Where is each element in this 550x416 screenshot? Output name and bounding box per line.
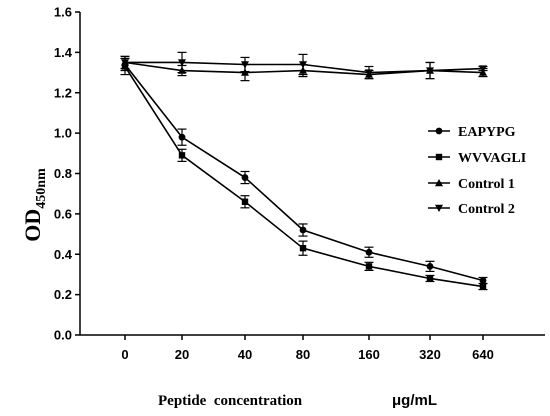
x-tick-label: 160 xyxy=(358,347,380,362)
axes: 0.0 0.2 0.4 0.6 0.8 1.0 1.2 1.4 1.6 0 20 40 80 160 320… xyxy=(54,5,545,362)
y-tick-label: 1.4 xyxy=(54,45,73,60)
data-point xyxy=(426,262,434,270)
legend-label: Control 1 xyxy=(458,177,515,192)
data-point xyxy=(365,69,373,77)
legend-marker xyxy=(435,127,443,135)
legend-marker xyxy=(435,204,443,212)
x-tick-label: 40 xyxy=(238,347,252,362)
y-tick-label: 1.0 xyxy=(54,126,72,141)
data-point xyxy=(241,61,249,69)
data-point xyxy=(365,248,373,256)
x-tick-label: 0 xyxy=(121,347,128,362)
series-wvvagli xyxy=(120,57,488,291)
data-point xyxy=(121,59,129,67)
y-tick-label: 1.2 xyxy=(54,85,72,100)
data-point xyxy=(479,65,487,73)
data-point xyxy=(241,174,249,181)
x-axis-unit: μg/mL xyxy=(392,392,437,409)
legend: EAPYPG WVVAGLI Control 1 Control 2 xyxy=(428,125,526,217)
data-point xyxy=(178,133,186,141)
data-point xyxy=(365,263,373,270)
x-tick-label: 320 xyxy=(419,347,441,362)
series-layer xyxy=(120,51,488,291)
legend-item: WVVAGLI xyxy=(428,151,526,166)
data-point xyxy=(178,152,186,159)
data-point xyxy=(241,198,249,205)
y-tick-label: 0.2 xyxy=(54,287,72,302)
x-axis-title: Peptide concentration xyxy=(158,393,303,409)
x-tick-label: 640 xyxy=(472,347,494,362)
data-point xyxy=(426,67,434,75)
y-tick-label: 0.0 xyxy=(54,328,72,343)
data-point xyxy=(241,68,249,76)
legend-label: EAPYPG xyxy=(458,125,516,140)
data-point xyxy=(178,59,186,67)
legend-label: WVVAGLI xyxy=(458,151,526,166)
series-line xyxy=(124,66,484,288)
legend-marker xyxy=(435,179,443,187)
x-tick-label: 20 xyxy=(175,347,189,362)
legend-item: Control 1 xyxy=(428,177,515,192)
y-tick-label: 0.6 xyxy=(54,206,72,221)
y-tick-label: 0.8 xyxy=(54,166,72,181)
data-point xyxy=(479,283,487,290)
data-point xyxy=(299,226,307,234)
legend-marker xyxy=(435,153,443,161)
legend-label: Control 2 xyxy=(458,202,515,217)
x-tick-label: 80 xyxy=(296,347,310,362)
legend-item: Control 2 xyxy=(428,202,515,217)
y-axis-title: OD450nm xyxy=(20,168,49,242)
data-point xyxy=(299,61,307,69)
y-tick-label: 0.4 xyxy=(54,247,73,262)
legend-item: EAPYPG xyxy=(428,125,516,140)
y-axis-title-sub: 450nm xyxy=(34,168,49,209)
series-control-2 xyxy=(120,51,488,80)
data-point xyxy=(299,244,307,252)
data-point xyxy=(479,277,487,284)
y-tick-label: 1.6 xyxy=(54,5,72,20)
y-axis-title-main: OD xyxy=(20,209,45,242)
data-point xyxy=(426,275,434,282)
